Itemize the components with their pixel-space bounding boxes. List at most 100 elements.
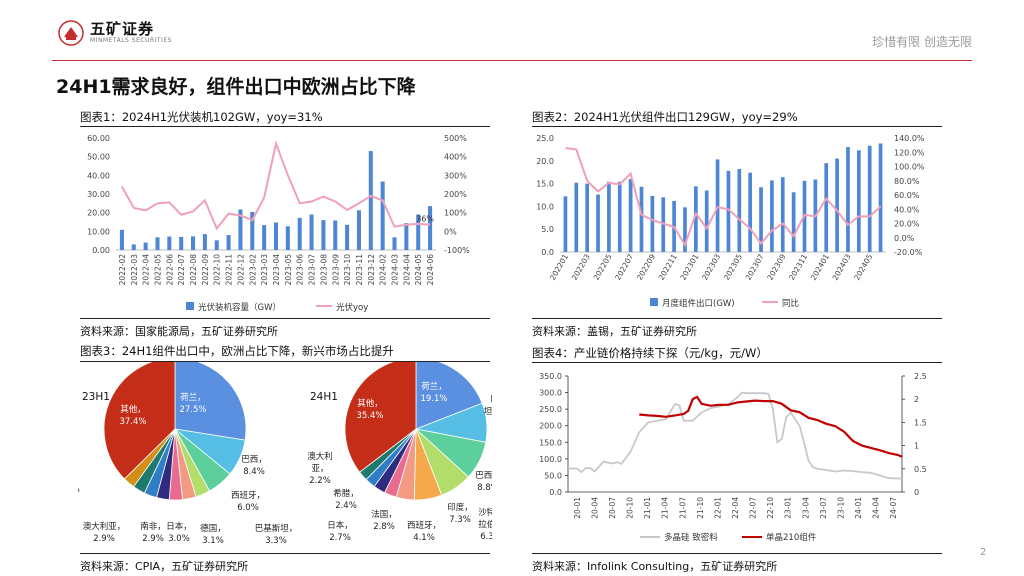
- x-tick-label: 22-04: [731, 497, 740, 519]
- pie-label-德国: 德国，: [200, 523, 226, 534]
- pie-label-其他: 其他，: [357, 398, 383, 409]
- legend-module-label: 单晶210组件: [766, 532, 817, 543]
- x-tick-label: 2023-03: [260, 254, 269, 286]
- y-right-tick-label: 100.0%: [894, 163, 925, 172]
- y-left-tick-label: 20.0: [536, 157, 554, 166]
- bar-202209: [650, 195, 655, 252]
- bar-202402: [835, 158, 839, 252]
- bar-2022-09: [202, 234, 207, 250]
- pie-label-希腊: 希腊，: [333, 488, 359, 499]
- bar-2023-08: [321, 220, 326, 250]
- x-tick-label: 2023-06: [296, 254, 305, 286]
- bar-202208: [639, 186, 644, 252]
- y-left-tick-label: 250.0: [539, 405, 562, 414]
- slogan: 珍惜有限 创造无限: [872, 35, 972, 49]
- x-tick-label: 202203: [570, 252, 592, 281]
- bar-202403: [846, 147, 850, 252]
- bar-202302: [704, 190, 709, 252]
- bar-202305: [737, 169, 742, 252]
- pie-label-沙特阿拉伯: 6.3%: [480, 532, 492, 542]
- page-title: 24H1需求良好，组件出口中欧洲占比下降: [56, 76, 416, 98]
- x-tick-label: 22-01: [713, 497, 722, 519]
- x-tick-label: 2024-02: [379, 254, 388, 286]
- legend-bar-swatch: [186, 302, 194, 310]
- bar-2023-02: [250, 211, 255, 250]
- x-tick-label: 2024-06: [426, 254, 435, 286]
- fig3-source: 资料来源：CPIA，五矿证券研究所: [80, 560, 249, 573]
- y-right-tick-label: 60.0%: [894, 191, 920, 200]
- pie-label-巴西: 巴西，: [475, 471, 492, 481]
- pie-label-澳大利亚: 亚，: [311, 464, 328, 474]
- x-tick-label: 2023-08: [319, 254, 328, 286]
- y-left-tick-label: 200.0: [539, 422, 562, 431]
- x-tick-label: 202211: [657, 252, 679, 281]
- bar-2024-06: [428, 206, 433, 250]
- y-left-tick-label: 0.0: [549, 488, 562, 497]
- x-tick-label: 24-04: [872, 497, 881, 519]
- pie-slice-其他: [103, 362, 176, 480]
- x-tick-label: 23-10: [836, 497, 845, 519]
- legend-polysilicon-label: 多晶硅 致密料: [664, 532, 718, 543]
- bar-202203: [585, 183, 590, 252]
- y-right-tick-label: 120.0%: [894, 148, 925, 157]
- y-left-tick-label: 40.00: [87, 171, 110, 180]
- pie-label-印度: 印度，: [447, 502, 473, 513]
- bar-2023-06: [297, 217, 302, 250]
- x-tick-label: 2024-05: [414, 254, 423, 286]
- pie-label-澳大利亚: 澳大利: [307, 451, 333, 462]
- y-right-tick-label: 100%: [444, 209, 467, 218]
- y-right-tick-label: 500%: [444, 134, 467, 143]
- bar-2023-09: [333, 220, 338, 250]
- bar-2022-03: [131, 244, 136, 250]
- pie-label-其他: 35.4%: [356, 411, 383, 421]
- bar-202404: [856, 150, 861, 252]
- bar-2024-05: [416, 214, 421, 250]
- bar-2022-04: [143, 242, 148, 250]
- pie-label-西班牙: 西班牙，: [407, 520, 441, 531]
- pie-label-西班牙: 西班牙，: [231, 490, 265, 501]
- fig2-chart: 0.0 5.0 10.0 15.0 20.0 25.0 -20.0% 0.0% 20.0% 40.…: [536, 134, 925, 309]
- pie-label-日本: 2.7%: [329, 533, 351, 543]
- x-tick-label: 2023-12: [367, 254, 376, 286]
- x-tick-label: 23-07: [819, 497, 828, 519]
- pie-label-巴西: 8.8%: [477, 483, 492, 493]
- fig3-chart: 23H1 荷兰， 27.5% 巴西， 8.4% 西班牙， 6.0% 巴基斯坦， 3.3% 德国， 3…: [78, 362, 492, 546]
- bar-202201: [563, 196, 568, 252]
- x-tick-label: 2023-09: [331, 254, 340, 286]
- x-tick-label: 22-07: [749, 497, 758, 519]
- pie-label-比利时: 比利时，: [78, 502, 83, 513]
- bar-202405: [867, 145, 872, 252]
- pie-slice-其他: [344, 362, 417, 473]
- bar-202303: [715, 159, 720, 252]
- legend-bar-label: 月度组件出口(GW): [662, 298, 735, 309]
- y-right-tick-label: -20.0%: [894, 248, 923, 257]
- y-left-tick-label: 15.0: [536, 180, 554, 189]
- bar-2023-05: [285, 226, 290, 250]
- bar-202307: [759, 187, 763, 252]
- x-tick-label: 2023-05: [284, 254, 293, 286]
- bar-202406: [878, 143, 883, 252]
- pie-label-澳大利亚: 2.2%: [309, 476, 331, 486]
- bar-2023-10: [345, 224, 350, 250]
- x-tick-label: 20-01: [573, 497, 582, 519]
- bar-202204: [596, 194, 600, 252]
- y-right-tick-label: 0: [914, 488, 919, 497]
- y-left-tick-label: 0.00: [92, 246, 110, 255]
- y-left-tick-label: 150.0: [539, 438, 562, 447]
- x-tick-label: 2022-08: [189, 254, 198, 286]
- x-tick-label: 202303: [700, 252, 722, 281]
- x-tick-label: 21-07: [678, 497, 687, 519]
- fig2-title-rule: [532, 126, 942, 127]
- x-tick-label: 23-01: [784, 497, 793, 519]
- price-line-单晶210组件: [639, 395, 903, 458]
- pie-label-巴基斯坦: 坦，8.9%: [484, 407, 492, 417]
- bar-2023-12: [368, 151, 373, 250]
- y-left-tick-label: 350.0: [539, 372, 562, 381]
- yoy-line: [565, 147, 882, 248]
- yoy-line: [121, 140, 431, 231]
- y-right-tick-label: 0.5: [914, 465, 927, 474]
- bar-202304: [726, 170, 731, 252]
- pie-label-巴西: 巴西，: [241, 455, 267, 465]
- y-left-tick-label: 50.0: [544, 471, 562, 480]
- y-left-tick-label: 0.0: [541, 248, 554, 257]
